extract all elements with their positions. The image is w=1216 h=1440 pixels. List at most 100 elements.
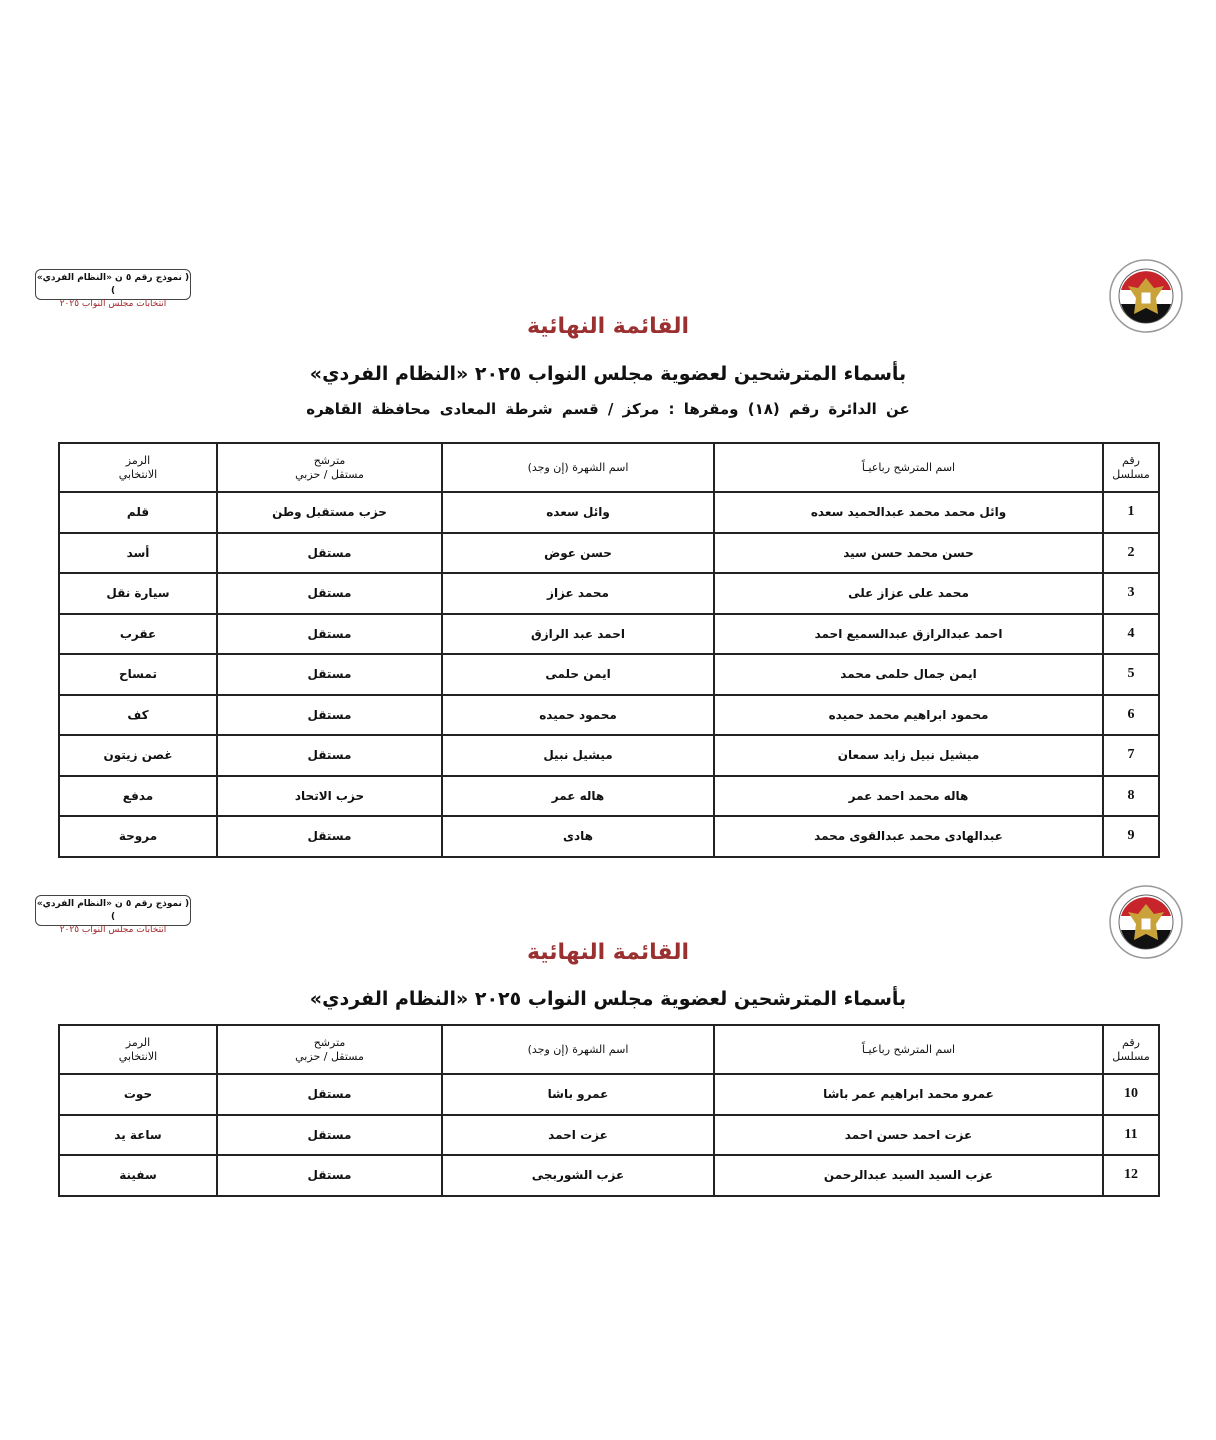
form-number-badge: ( نموذج رقم ٥ ن «النظام الفردي» ) انتخاب… [35,269,191,309]
table-row: 4 احمد عبدالرازق عبدالسميع احمد احمد عبد ا… [58,612,1160,655]
header-serial-text: مسلسل [1112,467,1150,481]
cell-symbol: أسد [58,531,218,574]
table-row: 5 ايمن جمال حلمى محمد ايمن حلمى مستقل تمساح [58,653,1160,696]
header-electoral-symbol-text: الانتخابي [118,1049,158,1063]
cell-serial: 8 [1102,774,1160,817]
cell-known-as: عزت احمد [441,1113,715,1156]
header-serial-text: مسلسل [1112,1049,1150,1063]
cell-serial: 3 [1102,572,1160,615]
cell-type: حزب مستقبل وطن [216,491,443,534]
cell-full-name: ميشيل نبيل زايد سمعان [713,734,1104,777]
cell-full-name: حسن محمد حسن سيد [713,531,1104,574]
cell-type: حزب الاتحاد [216,774,443,817]
header-serial: رقم مسلسل [1102,442,1160,493]
table-row: 9 عبدالهادى محمد عبدالقوى محمد هادى مستقل مر… [58,815,1160,858]
cell-serial: 11 [1102,1113,1160,1156]
table-row: 6 محمود ابراهيم محمد حميده محمود حميده مستق… [58,693,1160,736]
header-known-as: اسم الشهرة (إن وجد) [441,1024,715,1075]
cell-serial: 6 [1102,693,1160,736]
header-known-as-text: اسم الشهرة (إن وجد) [527,460,629,474]
table-row: 2 حسن محمد حسن سيد حسن عوض مستقل أسد [58,531,1160,574]
header-candidate-type: مترشح مستقل / حزبي [216,1024,443,1075]
table-row: 7 ميشيل نبيل زايد سمعان ميشيل نبيل مستقل غصن… [58,734,1160,777]
table-row: 11 عزت احمد حسن احمد عزت احمد مستقل ساعة يد [58,1113,1160,1156]
election-authority-seal-icon [1109,259,1183,333]
cell-known-as: هادى [441,815,715,858]
header-serial: رقم مسلسل [1102,1024,1160,1075]
header-full-name: اسم المترشح رباعيـاً [713,1024,1104,1075]
header-full-name: اسم المترشح رباعيـاً [713,442,1104,493]
cell-known-as: ميشيل نبيل [441,734,715,777]
election-name-text: انتخابات مجلس النواب ٢٠٢٥ [59,299,167,309]
form-number-badge: ( نموذج رقم ٥ ن «النظام الفردي» ) انتخاب… [35,895,191,935]
candidates-table-2: رقم مسلسل اسم المترشح رباعيـاً اسم الشهرة (… [58,1024,1160,1197]
cell-symbol: سيارة نقل [58,572,218,615]
election-authority-seal-icon [1109,885,1183,959]
header-candidate-type: مترشح مستقل / حزبي [216,442,443,493]
header-electoral-symbol-text: الرمز [125,453,151,467]
cell-full-name: عمرو محمد ابراهيم عمر باشا [713,1073,1104,1116]
election-name-text: انتخابات مجلس النواب ٢٠٢٥ [59,925,167,935]
cell-symbol: غصن زيتون [58,734,218,777]
table-row: 1 وائل محمد محمد عبدالحميد سعده وائل سعده ح… [58,491,1160,534]
page-title: القائمة النهائية [526,940,690,965]
cell-known-as: حسن عوض [441,531,715,574]
cell-symbol: كف [58,693,218,736]
cell-type: مستقل [216,734,443,777]
header-serial-text: رقم [1122,453,1140,467]
cell-full-name: هاله محمد احمد عمر [713,774,1104,817]
cell-symbol: حوت [58,1073,218,1116]
cell-full-name: عبدالهادى محمد عبدالقوى محمد [713,815,1104,858]
candidates-table-1: رقم مسلسل اسم المترشح رباعيـاً اسم الشهرة (… [58,442,1160,858]
header-electoral-symbol: الرمز الانتخابي [58,1024,218,1075]
cell-symbol: مروحة [58,815,218,858]
cell-full-name: عزب السيد السيد عبدالرحمن [713,1154,1104,1197]
cell-known-as: احمد عبد الرازق [441,612,715,655]
cell-type: مستقل [216,693,443,736]
district-info: عن الدائرة رقم (١٨) ومقرها : مركز / قسم … [306,400,910,418]
cell-type: مستقل [216,653,443,696]
cell-known-as: عمرو باشا [441,1073,715,1116]
cell-symbol: قلم [58,491,218,534]
cell-serial: 10 [1102,1073,1160,1116]
cell-type: مستقل [216,1113,443,1156]
table-row: 10 عمرو محمد ابراهيم عمر باشا عمرو باشا مست… [58,1073,1160,1116]
header-candidate-type-text: مترشح [313,453,346,467]
cell-known-as: هاله عمر [441,774,715,817]
header-known-as-text: اسم الشهرة (إن وجد) [527,1042,629,1056]
header-candidate-type-text: مترشح [313,1035,346,1049]
cell-serial: 7 [1102,734,1160,777]
cell-serial: 9 [1102,815,1160,858]
cell-full-name: وائل محمد محمد عبدالحميد سعده [713,491,1104,534]
cell-full-name: ايمن جمال حلمى محمد [713,653,1104,696]
header-electoral-symbol-text: الانتخابي [118,467,158,481]
table-row: 8 هاله محمد احمد عمر هاله عمر حزب الاتحاد مد… [58,774,1160,817]
form-number-text: ( نموذج رقم ٥ ن «النظام الفردي» ) [36,273,190,296]
cell-full-name: محمد على عزاز على [713,572,1104,615]
cell-serial: 2 [1102,531,1160,574]
header-electoral-symbol-text: الرمز [125,1035,151,1049]
cell-symbol: ساعة يد [58,1113,218,1156]
cell-type: مستقل [216,531,443,574]
cell-serial: 5 [1102,653,1160,696]
cell-serial: 1 [1102,491,1160,534]
table-header-row: رقم مسلسل اسم المترشح رباعيـاً اسم الشهرة (… [58,442,1160,493]
table-row: 3 محمد على عزاز على محمد عزاز مستقل سيارة نق… [58,572,1160,615]
header-known-as: اسم الشهرة (إن وجد) [441,442,715,493]
table-header-row: رقم مسلسل اسم المترشح رباعيـاً اسم الشهرة (… [58,1024,1160,1075]
cell-known-as: ايمن حلمى [441,653,715,696]
cell-known-as: محمد عزاز [441,572,715,615]
cell-type: مستقل [216,612,443,655]
cell-symbol: سفينة [58,1154,218,1197]
table-row: 12 عزب السيد السيد عبدالرحمن عزب الشوربجى م… [58,1154,1160,1197]
cell-symbol: مدفع [58,774,218,817]
page-subtitle: بأسماء المترشحين لعضوية مجلس النواب ٢٠٢٥… [309,363,907,385]
cell-symbol: عقرب [58,612,218,655]
page-subtitle: بأسماء المترشحين لعضوية مجلس النواب ٢٠٢٥… [309,988,907,1010]
header-candidate-type-text: مستقل / حزبي [295,1049,364,1063]
header-full-name-text: اسم المترشح رباعيـاً [861,460,956,474]
cell-known-as: محمود حميده [441,693,715,736]
form-number-text: ( نموذج رقم ٥ ن «النظام الفردي» ) [36,899,190,922]
cell-type: مستقل [216,1073,443,1116]
cell-known-as: وائل سعده [441,491,715,534]
